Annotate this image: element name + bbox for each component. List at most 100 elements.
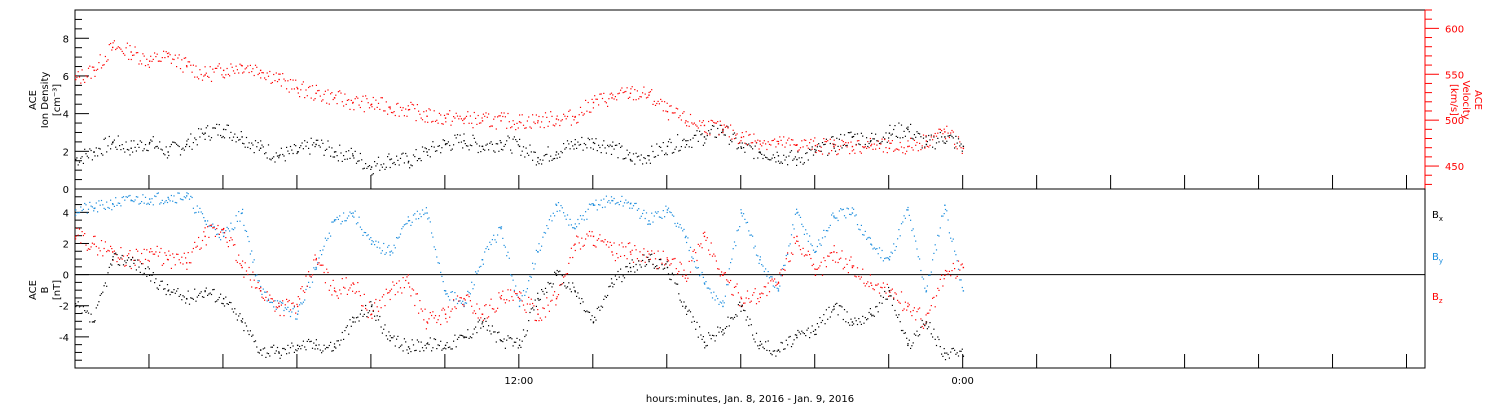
bx-series-sample [352,316,354,318]
by-series-sample [583,219,585,221]
density-series-sample [471,145,473,147]
density-series-sample [741,142,743,144]
by-series-sample [159,203,161,205]
bx-series-point [574,290,576,292]
by-series-sample [919,258,921,260]
density-series-sample [138,146,140,148]
bx-series-sample [94,320,96,322]
velocity-series-sample [203,75,205,77]
density-series-sample [165,146,167,148]
by-series-sample [388,244,390,247]
by-series-sample [346,217,348,219]
bx-series-sample [679,299,681,301]
bx-series-point [370,305,373,308]
density-series-sample [498,150,500,152]
bx-series-sample [876,305,878,308]
bz-series-sample [913,307,915,309]
velocity-series-sample [186,66,188,68]
bx-series-sample [76,304,78,307]
velocity-series-sample [590,111,592,113]
bz-series-sample [291,302,293,305]
bx-series-sample [361,309,363,311]
by-series-sample [942,215,944,217]
bx-series-sample [560,284,562,286]
density-series-point [259,147,262,149]
density-series-sample [493,150,495,152]
velocity-series-sample [469,115,471,117]
bz-series-sample [864,285,866,287]
by-series-sample [878,247,881,249]
by-series-sample [657,211,659,213]
bz-series-sample [568,262,570,264]
bx-series-sample [671,272,673,274]
velocity-series-sample [367,102,369,104]
bx-series-sample [486,329,488,331]
bz-series-sample [675,268,677,270]
bx-series-sample [612,286,614,288]
bz-series-sample [831,252,833,254]
by-series-sample [801,223,803,225]
bx-series-sample [561,275,563,277]
by-series-sample [758,262,760,264]
bx-series-sample [833,308,835,310]
velocity-series-sample [134,46,136,48]
bx-series-sample [722,334,724,336]
by-series-sample [331,221,333,223]
density-series-sample [293,144,295,146]
bz-series-sample [248,266,250,269]
density-series-sample [348,150,350,152]
density-series-sample [823,144,825,146]
density-series-sample [376,163,378,165]
by-series-sample [542,236,544,238]
bz-series-sample [214,235,216,237]
b-tick-label: 2 [63,239,69,250]
bz-series-sample [731,293,733,296]
by-series-sample [894,249,896,251]
bz-series-sample [770,280,772,282]
by-series-sample [431,232,433,234]
bz-series-sample [872,288,874,290]
bx-series-sample [191,297,193,299]
by-series-sample [245,230,248,232]
velocity-series-sample [598,104,600,106]
density-series-sample [788,155,790,157]
by-series-sample [692,257,694,260]
velocity-series-sample [510,127,512,129]
velocity-series-sample [620,89,622,91]
bx-series-sample [737,304,739,306]
bz-series-sample [393,284,395,286]
velocity-series-sample [279,73,281,75]
bx-series-sample [80,305,82,307]
by-series-sample [810,243,812,245]
density-series-sample [80,157,82,159]
bz-series-sample [862,268,864,270]
bz-series-sample [856,267,859,269]
bx-series-sample [121,254,123,257]
bz-series-sample [635,249,637,251]
bx-series-point [666,266,669,269]
bx-series-sample [454,334,456,336]
density-series-sample [107,145,109,147]
bx-series-sample [443,347,446,349]
bx-series-sample [684,307,686,309]
velocity-series-sample [507,112,509,115]
bz-series-sample [890,289,892,291]
bz-series-sample [319,264,321,266]
bx-series-sample [119,264,121,266]
bx-series-sample [653,267,655,269]
density-series-sample [616,144,618,146]
velocity-series-sample [363,111,365,113]
velocity-series-sample [932,139,934,141]
bz-series-sample [478,308,481,310]
density-series-sample [758,151,760,153]
velocity-series-sample [610,92,613,94]
bx-series-sample [445,348,447,350]
bz-series-sample [658,267,660,269]
by-series-sample [139,202,141,204]
density-series-sample [318,144,320,147]
bx-series-sample [566,286,569,288]
density-tick-label: 0 [63,185,69,196]
velocity-series-sample [807,147,809,149]
bz-series-sample [346,293,348,295]
velocity-series-sample [330,93,332,95]
